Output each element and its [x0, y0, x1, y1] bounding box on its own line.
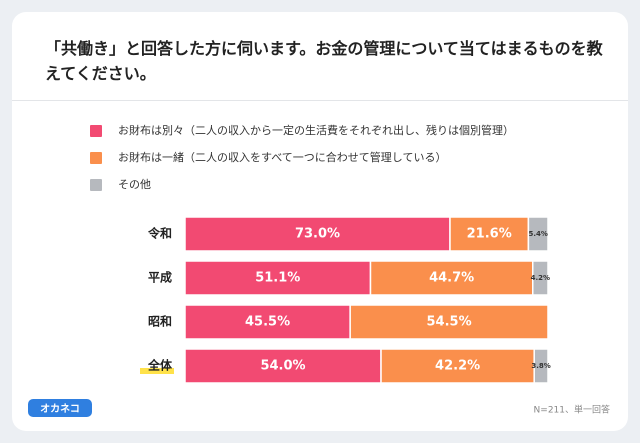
- chart-title: 「共働き」と回答した方に伺います。お金の管理について当てはまるものを教えてくださ…: [45, 39, 603, 83]
- bar-segment: [184, 348, 382, 384]
- category-label: 全体: [147, 358, 173, 373]
- category-label: 平成: [148, 270, 172, 285]
- legend-label: その他: [118, 178, 151, 191]
- category-label: 令和: [147, 226, 172, 241]
- legend-swatch: [90, 152, 102, 164]
- note: N=211、単一回答: [534, 404, 610, 416]
- value-label: 44.7%: [429, 271, 474, 286]
- value-label: 3.8%: [531, 362, 550, 370]
- bar-segment: [532, 260, 549, 296]
- highlight: [140, 368, 174, 374]
- brand: オカネコ: [40, 403, 80, 415]
- bar-segment: [380, 348, 535, 384]
- bar-segment: [184, 216, 451, 252]
- category-label: 昭和: [148, 314, 172, 329]
- bar-segment: [349, 304, 549, 340]
- legend-swatch: [90, 125, 102, 137]
- bar-segment: [449, 216, 530, 252]
- value-label: 51.1%: [255, 271, 300, 286]
- bar-segment: [527, 216, 549, 252]
- value-label: 21.6%: [467, 227, 512, 242]
- legend-label: お財布は一緒（二人の収入をすべて一つに合わせて管理している）: [118, 150, 446, 164]
- value-label: 73.0%: [295, 227, 340, 242]
- separator: [12, 100, 628, 101]
- bar-segment: [533, 348, 549, 384]
- legend-swatch: [90, 179, 102, 191]
- logo: [28, 399, 92, 417]
- value-label: 5.4%: [528, 230, 547, 238]
- value-label: 4.2%: [531, 274, 550, 282]
- bar-segment: [184, 260, 372, 296]
- value-label: 42.2%: [435, 359, 480, 374]
- bar-segment: [184, 304, 351, 340]
- value-label: 54.0%: [260, 359, 305, 374]
- value-label: 45.5%: [245, 315, 290, 330]
- bar-segment: [369, 260, 534, 296]
- value-label: 54.5%: [427, 315, 472, 330]
- legend-label: お財布は別々（二人の収入から一定の生活費をそれぞれ出し、残りは個別管理）: [118, 123, 514, 137]
